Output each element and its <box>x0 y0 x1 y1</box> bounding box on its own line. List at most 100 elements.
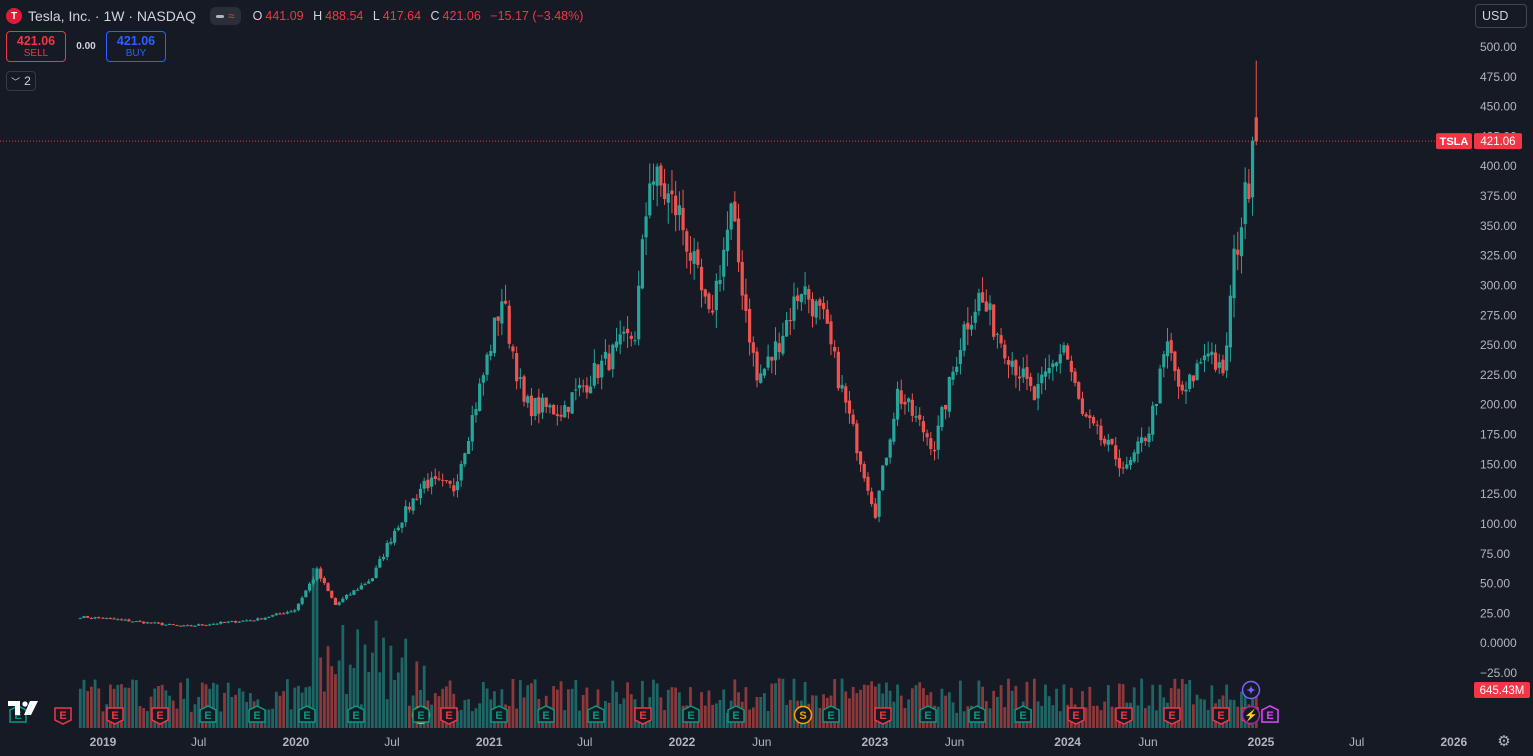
candle-body <box>777 343 781 353</box>
candle-body <box>1195 363 1199 381</box>
earnings-event-icon[interactable] <box>1212 707 1230 725</box>
candle-body <box>910 399 914 416</box>
volume-bar <box>1062 684 1066 728</box>
volume-bar <box>444 686 448 728</box>
earnings-event-label: E <box>687 710 694 722</box>
sell-price: 421.06 <box>16 33 56 48</box>
earnings-event-icon[interactable] <box>412 705 430 723</box>
split-event-icon[interactable] <box>793 705 813 725</box>
tradingview-logo-icon[interactable] <box>8 699 40 717</box>
y-tick-label: 50.00 <box>1480 577 1510 591</box>
earnings-event-icon[interactable] <box>727 705 745 723</box>
earnings-event-icon[interactable] <box>1163 707 1181 725</box>
earnings-event-icon[interactable] <box>347 705 365 723</box>
earnings-event-icon[interactable] <box>440 707 458 725</box>
earnings-event-icon[interactable] <box>1067 707 1085 725</box>
earnings-event-icon[interactable] <box>151 707 169 725</box>
candle-body <box>633 340 637 342</box>
earnings-event-icon[interactable] <box>919 705 937 723</box>
earnings-event-icon[interactable] <box>537 705 555 723</box>
flash-event-icon[interactable] <box>1241 705 1261 725</box>
candle-body <box>219 621 223 624</box>
gear-icon[interactable]: ⚙ <box>1497 733 1511 750</box>
volume-bar <box>755 696 759 728</box>
candle-body <box>1099 425 1103 441</box>
volume-bar <box>563 710 567 728</box>
tesla-logo-icon[interactable]: T <box>6 8 22 24</box>
currency-selector[interactable]: USD <box>1475 4 1527 28</box>
candle-body <box>182 625 186 627</box>
candle-body <box>119 619 124 621</box>
earnings-event-icon[interactable] <box>106 707 124 725</box>
volume-bar <box>518 680 522 728</box>
candle-body <box>1010 360 1014 367</box>
candle-body <box>718 279 722 285</box>
candle-body <box>570 392 574 414</box>
indicators-collapse-button[interactable]: ﹀ 2 <box>6 71 36 91</box>
volume-bar <box>189 711 193 728</box>
candle-body <box>522 376 526 402</box>
earnings-event-icon[interactable] <box>968 705 986 723</box>
earnings-event-label: E <box>1019 710 1026 722</box>
chart-type-toggle[interactable]: ≈ <box>210 7 241 25</box>
candle-body <box>992 304 996 337</box>
earnings-event-icon[interactable] <box>874 707 892 725</box>
earnings-event-icon[interactable] <box>634 707 652 725</box>
candle-body <box>459 464 463 481</box>
buy-button[interactable]: 421.06 BUY <box>106 31 166 62</box>
candle-body <box>1176 369 1181 387</box>
earnings-event-icon[interactable] <box>822 705 840 723</box>
x-tick-label: 2024 <box>1054 735 1081 749</box>
volume-bar <box>659 697 663 728</box>
y-tick-label: 100.00 <box>1480 517 1517 531</box>
volume-bar <box>1136 705 1140 728</box>
candle-body <box>596 364 600 379</box>
earnings-event-icon[interactable] <box>1261 705 1279 723</box>
volume-bar <box>777 678 781 728</box>
candle-body <box>374 567 378 578</box>
earnings-event-label: E <box>973 710 980 722</box>
volume-bar <box>515 708 519 728</box>
candle-body <box>821 303 826 310</box>
earnings-event-icon[interactable] <box>199 705 217 723</box>
earnings-event-icon[interactable] <box>587 705 605 723</box>
candle-body <box>607 353 611 371</box>
earnings-event-label: E <box>879 710 886 722</box>
volume-bar <box>120 684 123 728</box>
earnings-event-icon[interactable] <box>248 705 266 723</box>
earnings-event-icon[interactable] <box>54 707 72 725</box>
volume-bar <box>555 689 559 728</box>
earnings-event-icon[interactable] <box>682 705 700 723</box>
candle-body <box>980 292 985 303</box>
volume-bar <box>142 708 146 728</box>
y-tick-label: 475.00 <box>1480 70 1517 84</box>
volume-bar <box>470 711 474 728</box>
volume-bar <box>870 681 874 728</box>
star-event-icon[interactable] <box>1241 680 1261 700</box>
earnings-event-icon[interactable] <box>1115 707 1133 725</box>
earnings-event-icon[interactable] <box>298 705 316 723</box>
volume-bar <box>770 683 774 728</box>
candle-body <box>988 303 992 310</box>
candle-body <box>858 451 863 465</box>
volume-bar <box>1188 680 1192 728</box>
volume-bar <box>1055 688 1058 728</box>
volume-bar <box>1143 708 1147 728</box>
volume-bar <box>1180 678 1184 728</box>
sell-button[interactable]: 421.06 SELL <box>6 31 66 62</box>
candle-body <box>330 590 334 598</box>
earnings-event-icon[interactable] <box>490 705 508 723</box>
candle-body <box>1199 362 1203 364</box>
volume-bar <box>1103 701 1107 728</box>
earnings-event-icon[interactable] <box>1014 705 1032 723</box>
candle-body <box>540 397 545 413</box>
volume-bar <box>219 711 223 728</box>
candle-body <box>293 610 297 612</box>
candle-body <box>208 624 212 626</box>
candle-body <box>888 439 892 458</box>
symbol-title[interactable]: Tesla, Inc. · 1W · NASDAQ <box>28 8 197 24</box>
candle-body <box>577 384 582 389</box>
candle-body <box>78 618 82 620</box>
candle-body <box>433 476 437 479</box>
